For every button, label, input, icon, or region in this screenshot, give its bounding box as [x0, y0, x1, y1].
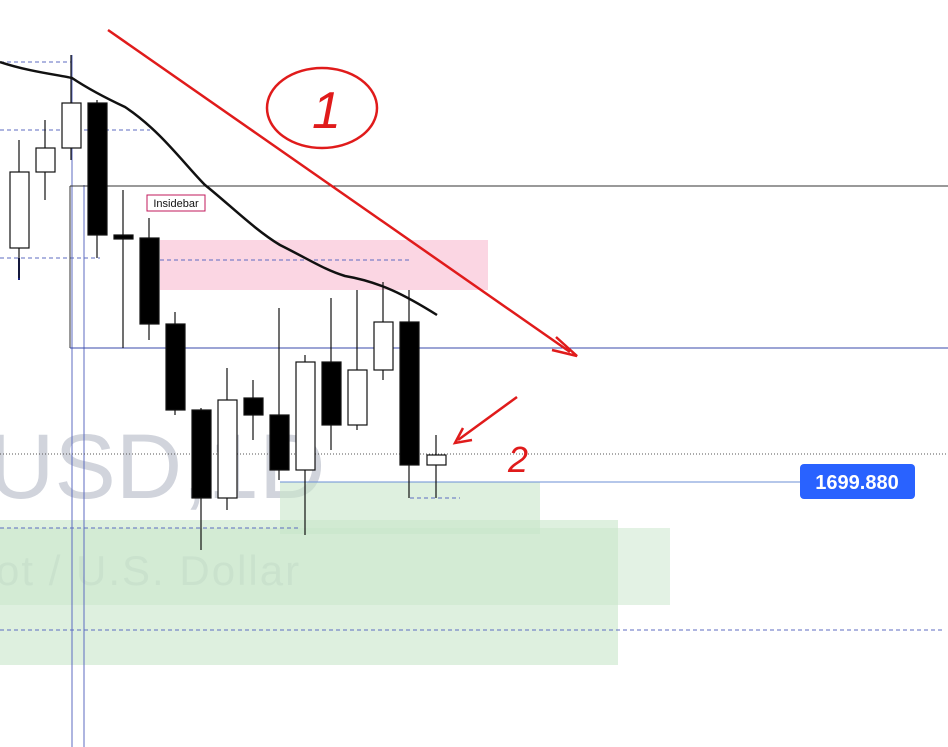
- drawing-lines: [0, 55, 948, 747]
- supply-zone: [160, 240, 488, 290]
- candle-body: [217, 399, 238, 499]
- trend-arrow: [107, 28, 571, 354]
- annotation-one: 1: [312, 82, 341, 140]
- candles: [9, 55, 447, 550]
- candle-body: [87, 102, 108, 236]
- candle-body: [347, 369, 368, 426]
- arrow-head: [452, 427, 473, 445]
- circle: [265, 66, 379, 150]
- candle-body: [165, 323, 186, 411]
- candle-body: [9, 171, 30, 249]
- pointer-arrow: [457, 395, 518, 442]
- candle-body: [399, 321, 420, 466]
- label-box: [146, 194, 206, 212]
- candle-body: [113, 234, 134, 240]
- moving-average: [0, 60, 438, 317]
- candle-body: [191, 409, 212, 499]
- label-text: Insidebar: [153, 198, 199, 210]
- candle-body: [295, 361, 316, 471]
- insidebar-label: Insidebar: [146, 194, 206, 212]
- price-tag-text: 1699.880: [815, 472, 898, 494]
- price-tag: 1699.880: [800, 464, 915, 499]
- candle-body: [35, 147, 56, 173]
- annotations: [107, 28, 578, 445]
- demand-zone: [0, 528, 670, 605]
- candle-body: [373, 321, 394, 371]
- candle-body: [243, 397, 264, 416]
- candle-body: [426, 454, 447, 466]
- annotation-two: 2: [507, 439, 528, 480]
- candle-body: [61, 102, 82, 149]
- candle-body: [139, 237, 160, 325]
- candle-body: [321, 361, 342, 426]
- demand-zone: [0, 605, 618, 665]
- price-tag-box: [800, 464, 915, 499]
- zones: [0, 240, 670, 665]
- candle-body: [269, 414, 290, 471]
- arrow-head: [551, 336, 578, 358]
